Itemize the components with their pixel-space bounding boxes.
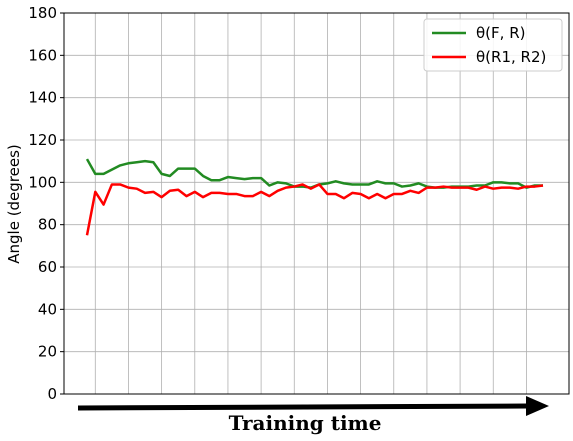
y-tick-label: 20 [38, 343, 57, 361]
legend-label-f-r: θ(F, R) [476, 24, 525, 42]
y-axis-label: Angle (degrees) [5, 144, 23, 264]
y-tick-label: 180 [28, 4, 57, 22]
y-tick-label: 40 [38, 300, 57, 318]
x-gridlines [94, 13, 527, 394]
training-time-label: Training time [229, 411, 382, 435]
series-line-r1-r2 [85, 183, 544, 236]
y-tick-label: 100 [28, 173, 57, 191]
plot-frame [63, 12, 570, 395]
training-time-arrow [77, 396, 549, 416]
legend-label-r1-r2: θ(R1, R2) [476, 48, 546, 66]
y-ticks: 0 20 40 60 80 100 120 140 160 180 [28, 4, 64, 403]
y-tick-label: 120 [28, 131, 57, 149]
legend: θ(F, R) θ(R1, R2) [423, 18, 563, 72]
y-tick-label: 0 [47, 385, 57, 403]
y-tick-label: 60 [38, 258, 57, 276]
y-tick-label: 80 [38, 216, 57, 234]
plot-background [64, 13, 569, 394]
series-lines [85, 158, 544, 236]
y-tick-label: 160 [28, 46, 57, 64]
y-tick-label: 140 [28, 89, 57, 107]
arrow-shaft [77, 403, 529, 411]
arrow-head [526, 396, 549, 416]
